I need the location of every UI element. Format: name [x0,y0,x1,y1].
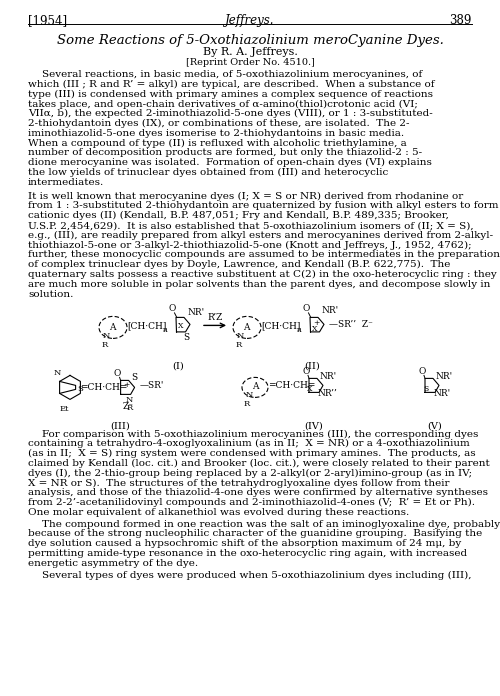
Text: energetic asymmetry of the dye.: energetic asymmetry of the dye. [28,559,198,568]
Text: claimed by Kendall (loc. cit.) and Brooker (loc. cit.), were closely related to : claimed by Kendall (loc. cit.) and Brook… [28,459,490,468]
Text: dione merocyanine was isolated.  Formation of open-chain dyes (VI) explains: dione merocyanine was isolated. Formatio… [28,158,432,167]
Text: O: O [169,304,176,313]
Text: NR': NR' [436,372,453,381]
Text: Z⁻: Z⁻ [122,402,134,411]
Text: A: A [243,323,249,332]
Text: analysis, and those of the thiazolid-4-one dyes were confirmed by alternative sy: analysis, and those of the thiazolid-4-o… [28,488,488,497]
Text: (V): (V) [428,421,442,430]
Text: type (III) is condensed with primary amines a complex sequence of reactions: type (III) is condensed with primary ami… [28,90,433,99]
Text: which (III ; R and R’ = alkyl) are typical, are described.  When a substance of: which (III ; R and R’ = alkyl) are typic… [28,80,434,89]
Text: One molar equivalent of alkanethiol was evolved during these reactions.: One molar equivalent of alkanethiol was … [28,508,409,517]
Text: X = NR or S).  The structures of the tetrahydroglyoxaline dyes follow from their: X = NR or S). The structures of the tetr… [28,478,450,487]
Text: X: X [312,326,318,333]
Text: =CH·CH=: =CH·CH= [268,381,316,390]
Text: —SR’’  Z⁻: —SR’’ Z⁻ [329,320,373,329]
Text: R: R [244,400,250,409]
Text: Several reactions, in basic media, of 5-oxothiazolinium merocyanines, of: Several reactions, in basic media, of 5-… [42,70,422,79]
Text: +: + [313,319,319,327]
Text: iminothiazolid-5-one dyes isomerise to 2-thiohydantoins in basic media.: iminothiazolid-5-one dyes isomerise to 2… [28,129,404,138]
Text: The compound formed in one reaction was the salt of an iminoglyoxaline dye, prob: The compound formed in one reaction was … [42,520,500,528]
Text: —SR': —SR' [140,381,164,390]
Text: +: + [124,381,130,389]
Text: N: N [246,391,252,400]
Text: the low yields of trinuclear dyes obtained from (III) and heterocyclic: the low yields of trinuclear dyes obtain… [28,168,388,177]
Text: are much more soluble in polar solvents than the parent dyes, and decompose slow: are much more soluble in polar solvents … [28,280,490,289]
Text: [Reprint Order No. 4510.]: [Reprint Order No. 4510.] [186,58,314,67]
Text: =CH·CH=: =CH·CH= [80,383,127,392]
Text: [CH·CH]: [CH·CH] [127,321,166,330]
Text: R’Z: R’Z [208,313,222,322]
Text: A: A [109,323,115,332]
Text: O: O [418,367,426,376]
Text: 2-thiohydantoin dyes (IX), or combinations of these, are isolated.  The 2-: 2-thiohydantoin dyes (IX), or combinatio… [28,119,409,128]
Text: X: X [308,386,312,393]
Text: By R. A. Jeffreys.: By R. A. Jeffreys. [202,47,298,57]
Text: NR': NR' [434,389,451,398]
Text: because of the strong nucleophilic character of the guanidine grouping.  Basifyi: because of the strong nucleophilic chara… [28,530,482,539]
Text: (III): (III) [110,421,130,430]
Text: takes place, and open-chain derivatives of α-amino(thiol)crotonic acid (VI;: takes place, and open-chain derivatives … [28,100,418,109]
Text: O: O [114,369,122,378]
Text: n: n [163,326,168,334]
Text: n: n [297,326,302,334]
Text: Jeffreys.: Jeffreys. [225,14,275,27]
Text: NR': NR' [322,306,338,315]
Text: X: X [178,322,184,331]
Text: cationic dyes (II) (Kendall, B.P. 487,051; Fry and Kendall, B.P. 489,335; Brooke: cationic dyes (II) (Kendall, B.P. 487,05… [28,211,449,221]
Text: from 1 : 3-substituted 2-thiohydantoin are quaternized by fusion with alkyl este: from 1 : 3-substituted 2-thiohydantoin a… [28,201,498,210]
Text: For comparison with 5-oxothiazolinium merocyanines (III), the corresponding dyes: For comparison with 5-oxothiazolinium me… [42,429,478,438]
Text: (I): (I) [172,361,184,370]
Text: further, these monocyclic compounds are assumed to be intermediates in the prepa: further, these monocyclic compounds are … [28,251,500,260]
Text: NR': NR' [320,372,337,381]
Text: It is well known that merocyanine dyes (I; X = S or NR) derived from rhodanine o: It is well known that merocyanine dyes (… [28,191,463,200]
Text: (II): (II) [304,361,320,370]
Text: N: N [54,370,62,377]
Text: dyes (I), the 2-thio-group being replaced by a 2-alkyl(or 2-aryl)imino-group (as: dyes (I), the 2-thio-group being replace… [28,468,472,477]
Text: number of decomposition products are formed, but only the thiazolid-2 : 5-: number of decomposition products are for… [28,148,422,157]
Text: from 2-2’-acetanilidovinyl compounds and 2-iminothiazolid-4-ones (V;  R’ = Et or: from 2-2’-acetanilidovinyl compounds and… [28,498,475,507]
Text: intermediates.: intermediates. [28,177,104,187]
Text: S: S [424,386,428,393]
Text: R: R [126,404,132,413]
Text: dye solution caused a hypsochromic shift of the absorption maximum of 24 mμ, by: dye solution caused a hypsochromic shift… [28,539,461,548]
Text: containing a tetrahydro-4-oxoglyoxalinium (as in II;  X = NR) or a 4-oxothiazoli: containing a tetrahydro-4-oxoglyoxaliniu… [28,439,470,448]
Text: thiothiazol-5-one or 3-alkyl-2-thiothiazolid-5-one (Knott and Jeffreys, J., 1952: thiothiazol-5-one or 3-alkyl-2-thiothiaz… [28,241,471,250]
Text: O: O [302,367,310,376]
Text: When a compound of type (II) is refluxed with alcoholic triethylamine, a: When a compound of type (II) is refluxed… [28,139,407,148]
Text: O: O [303,304,310,313]
Text: (as in II;  X = S) ring system were condensed with primary amines.  The products: (as in II; X = S) ring system were conde… [28,449,475,458]
Text: [1954]: [1954] [28,14,67,27]
Text: S: S [183,333,189,342]
Text: R: R [102,342,108,349]
Text: Et: Et [60,405,69,413]
Text: S: S [78,386,84,393]
Text: (IV): (IV) [304,421,324,430]
Text: S: S [132,373,138,382]
Text: N: N [236,333,244,340]
Text: A: A [252,382,258,391]
Text: e.g., (III), are readily prepared from alkyl esters and merocyanines derived fro: e.g., (III), are readily prepared from a… [28,231,493,240]
Text: solution.: solution. [28,290,74,299]
Text: VIIα, b), the expected 2-iminothiazolid-5-one dyes (VIII), or 1 : 3-substituted-: VIIα, b), the expected 2-iminothiazolid-… [28,109,433,118]
Text: NR’’: NR’’ [318,389,338,398]
Text: quaternary salts possess a reactive substituent at C(2) in the oxo-heterocyclic : quaternary salts possess a reactive subs… [28,270,497,279]
Text: permitting amide-type resonance in the oxo-heterocyclic ring again, with increas: permitting amide-type resonance in the o… [28,549,467,558]
Text: of complex trinuclear dyes by Doyle, Lawrence, and Kendall (B.P. 622,775).  The: of complex trinuclear dyes by Doyle, Law… [28,260,450,269]
Text: Several types of dyes were produced when 5-oxothiazolinium dyes including (III),: Several types of dyes were produced when… [42,571,472,580]
Text: 389: 389 [450,14,472,27]
Text: R: R [236,342,242,349]
Text: N: N [102,333,110,340]
Text: N: N [126,397,134,404]
Text: NR': NR' [188,308,204,317]
Text: [CH·CH]: [CH·CH] [261,321,300,330]
Text: Some Reactions of 5-Oxothiazolinium meroCyanine Dyes.: Some Reactions of 5-Oxothiazolinium mero… [56,34,444,47]
Text: U.S.P. 2,454,629).  It is also established that 5-oxothiazolinium isomers of (II: U.S.P. 2,454,629). It is also establishe… [28,221,473,230]
